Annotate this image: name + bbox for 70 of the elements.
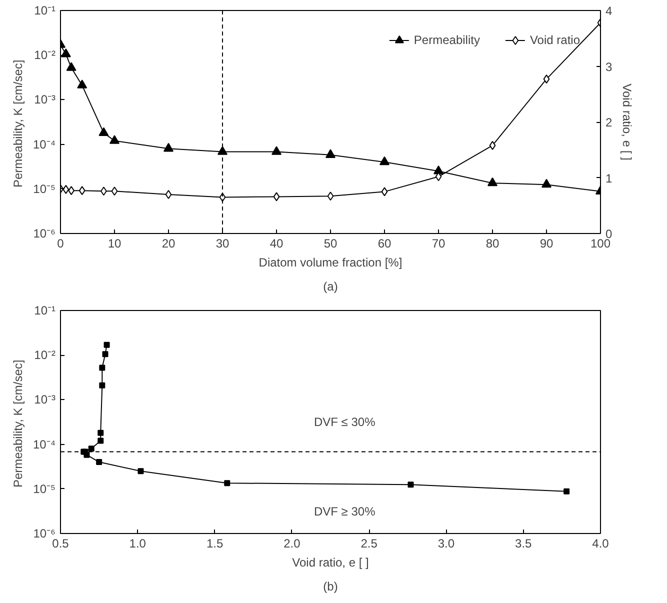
point <box>104 342 110 348</box>
x-tick-label: 10 <box>108 236 122 250</box>
x-tick-label: 50 <box>324 236 338 250</box>
point <box>96 459 102 466</box>
point <box>102 351 108 358</box>
point <box>218 146 228 155</box>
y2-tick-label: 4 <box>606 4 612 18</box>
y-tick-label: 10⁻⁴ <box>32 137 56 152</box>
point <box>98 127 109 136</box>
x-tick-label: 40 <box>270 236 284 250</box>
text: (b) <box>323 580 338 594</box>
y-tick-label: 10⁻⁵ <box>33 182 56 196</box>
point <box>99 364 106 371</box>
y-tick-label: 10⁻⁶ <box>33 226 56 240</box>
point <box>77 80 88 88</box>
point <box>164 142 174 152</box>
y-tick-label: 10⁻³ <box>34 92 56 107</box>
legend-label: Void ratio <box>530 33 580 47</box>
y2-tick-label: 1 <box>606 171 612 186</box>
x-tick-label: 70 <box>432 236 446 250</box>
point <box>60 48 71 58</box>
point <box>224 480 230 486</box>
y2-tick-label: 3 <box>606 60 612 74</box>
point <box>326 149 336 158</box>
point <box>380 156 390 166</box>
x-tick-label: 30 <box>216 236 230 250</box>
point <box>488 177 498 186</box>
annotation: DVF ≤ 30% <box>314 415 376 430</box>
x-tick-label: 60 <box>378 236 392 250</box>
x-tick-label: 90 <box>540 236 554 250</box>
x-tick-label: 0 <box>57 236 64 250</box>
x-tick-label: 80 <box>486 236 500 250</box>
y-axis-title: Permeability, K [cm/sec] <box>10 60 25 188</box>
x-tick-label: 100 <box>590 236 611 250</box>
x-tick-label: 2.5 <box>360 536 378 550</box>
y-tick-label: 10⁻⁵ <box>33 482 56 496</box>
point <box>99 382 106 388</box>
x-tick-label: 3.0 <box>438 536 455 550</box>
text: (a) <box>323 280 338 294</box>
y2-tick-label: 2 <box>606 116 612 130</box>
point <box>110 135 120 144</box>
y-tick-label: 10⁻¹ <box>34 4 56 18</box>
x-tick-label: 1.0 <box>129 536 146 550</box>
y-tick-label: 10⁻² <box>34 48 56 62</box>
point <box>138 468 144 474</box>
point <box>98 438 104 444</box>
x-tick-label: 2.0 <box>284 536 301 550</box>
y2-axis-title: Void ratio, e [ ] <box>620 84 634 160</box>
point <box>434 165 444 174</box>
point <box>564 488 570 494</box>
legend-label: Permeability <box>414 33 480 47</box>
point <box>88 446 94 452</box>
x-tick-label: 3.5 <box>515 536 532 550</box>
point <box>84 452 90 458</box>
y-tick-label: 10⁻² <box>34 348 56 362</box>
x-axis-title: Void ratio, e [ ] <box>292 556 369 570</box>
y-tick-label: 10⁻¹ <box>34 304 56 318</box>
point <box>542 178 552 188</box>
x-tick-label: 1.5 <box>206 536 224 550</box>
annotation: DVF ≥ 30% <box>314 504 376 518</box>
y-axis-title: Permeability, K [cm/sec] <box>10 360 25 488</box>
x-tick-label: 4.0 <box>592 536 610 550</box>
x-axis-title: Diatom volume fraction [%] <box>258 256 402 270</box>
y-tick-label: 10⁻⁴ <box>32 437 56 452</box>
point <box>66 62 76 71</box>
point <box>272 146 282 155</box>
point <box>98 430 104 436</box>
y-tick-label: 10⁻³ <box>34 392 56 407</box>
x-tick-label: 20 <box>162 236 176 250</box>
point <box>408 482 414 488</box>
